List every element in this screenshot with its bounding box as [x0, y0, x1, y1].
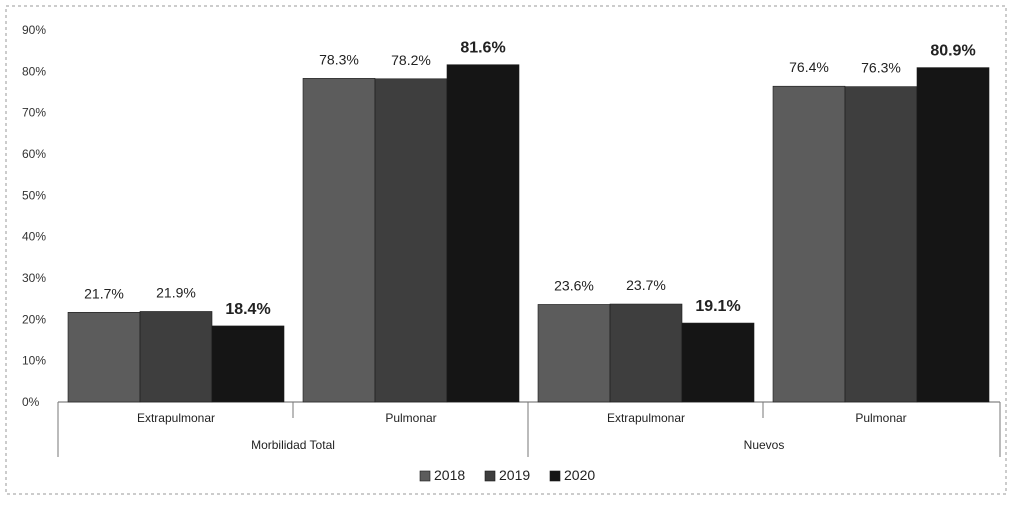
bar-2019-3: [844, 86, 918, 403]
data-label: 21.7%: [84, 285, 124, 301]
category-label: Extrapulmonar: [137, 411, 215, 425]
y-tick-label: 30%: [22, 271, 46, 285]
y-tick-label: 80%: [22, 64, 46, 78]
bar-2020-0: [211, 325, 285, 403]
group-label: Morbilidad Total: [251, 438, 335, 452]
legend-label: 2018: [434, 467, 465, 483]
bar-2019-0: [139, 311, 213, 403]
data-label: 18.4%: [225, 301, 270, 318]
legend-swatch-2020: [549, 470, 561, 482]
y-tick-label: 0%: [22, 395, 40, 409]
data-label: 76.4%: [789, 59, 829, 75]
data-label: 23.7%: [626, 277, 666, 293]
legend-swatch-2018: [419, 470, 431, 482]
category-label: Pulmonar: [385, 411, 436, 425]
bar-2018-3: [772, 85, 846, 403]
data-label: 19.1%: [695, 298, 740, 315]
y-tick-label: 20%: [22, 312, 46, 326]
y-tick-label: 70%: [22, 106, 46, 120]
data-label: 78.3%: [319, 51, 359, 67]
y-tick-label: 90%: [22, 23, 46, 37]
category-label: Pulmonar: [855, 411, 906, 425]
bar-2018-1: [302, 78, 376, 403]
data-label: 78.2%: [391, 52, 431, 68]
chart-frame: [5, 5, 1007, 495]
y-tick-label: 40%: [22, 230, 46, 244]
bar-2020-3: [916, 67, 990, 403]
bar-2020-2: [681, 322, 755, 403]
data-label: 23.6%: [554, 277, 594, 293]
y-tick-label: 10%: [22, 354, 46, 368]
data-label: 81.6%: [460, 40, 505, 57]
bar-2018-2: [537, 304, 611, 403]
data-label: 21.9%: [156, 284, 196, 300]
group-label: Nuevos: [744, 438, 785, 452]
category-label: Extrapulmonar: [607, 411, 685, 425]
data-label: 76.3%: [861, 60, 901, 76]
bar-2018-0: [67, 312, 141, 403]
legend-label: 2020: [564, 467, 595, 483]
data-label: 80.9%: [930, 43, 975, 60]
bar-2019-1: [374, 78, 448, 403]
legend-swatch-2019: [484, 470, 496, 482]
y-tick-label: 50%: [22, 188, 46, 202]
bar-2020-1: [446, 64, 520, 403]
y-tick-label: 60%: [22, 147, 46, 161]
legend-label: 2019: [499, 467, 530, 483]
bar-2019-2: [609, 303, 683, 403]
